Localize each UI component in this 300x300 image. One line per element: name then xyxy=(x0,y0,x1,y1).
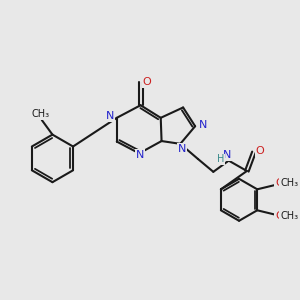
Text: CH₃: CH₃ xyxy=(280,178,298,188)
Text: CH₃: CH₃ xyxy=(32,110,50,119)
Text: N: N xyxy=(178,144,186,154)
Text: O: O xyxy=(275,178,284,188)
Text: O: O xyxy=(256,146,264,156)
Text: N: N xyxy=(106,111,114,122)
Text: N: N xyxy=(136,150,144,160)
Text: N: N xyxy=(223,150,232,160)
Text: N: N xyxy=(199,120,207,130)
Text: O: O xyxy=(275,211,284,221)
Text: H: H xyxy=(217,154,224,164)
Text: O: O xyxy=(142,77,151,87)
Text: CH₃: CH₃ xyxy=(280,211,298,221)
